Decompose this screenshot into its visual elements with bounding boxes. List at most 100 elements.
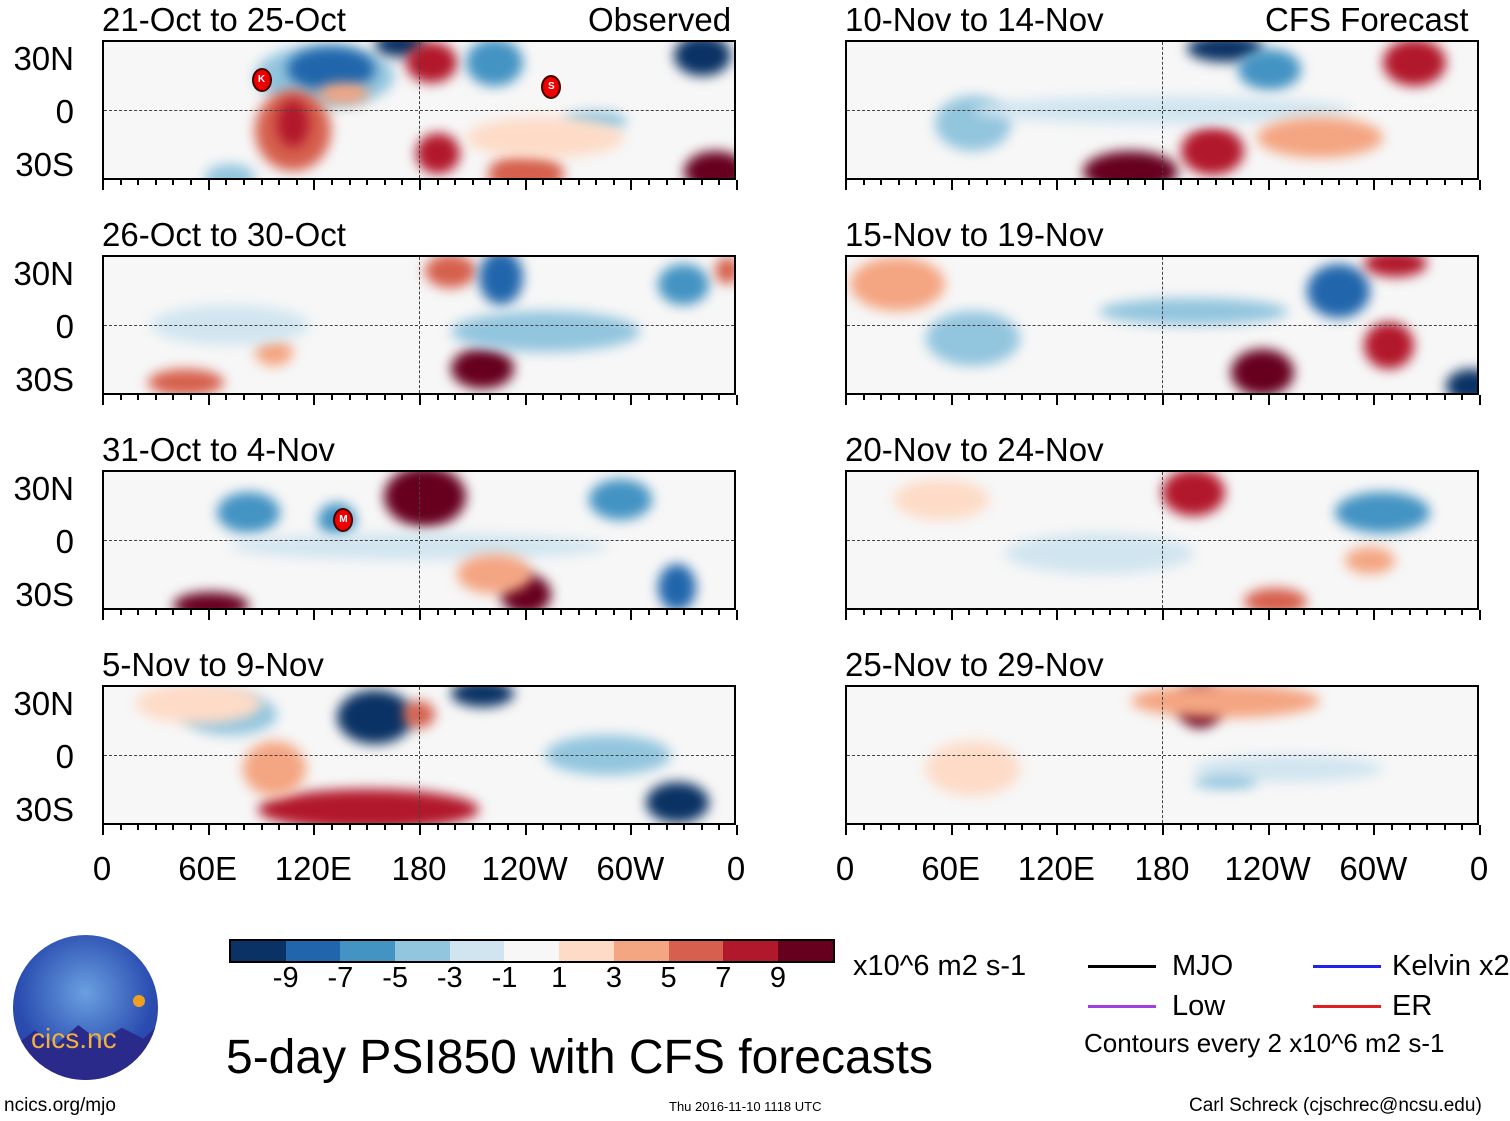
tick	[172, 610, 175, 615]
tick	[454, 395, 457, 400]
tick	[595, 825, 598, 830]
tick	[1162, 825, 1164, 835]
tick	[154, 610, 157, 615]
legend-er: ER	[1392, 990, 1433, 1022]
anomaly-contour	[478, 257, 523, 305]
panel-title: 15-Nov to 19-Nov	[845, 216, 1104, 253]
tick	[1126, 610, 1129, 615]
anomaly-contour	[850, 257, 945, 312]
tick	[1197, 610, 1200, 615]
tick	[968, 180, 971, 185]
tick	[1408, 395, 1411, 400]
tick	[102, 610, 104, 620]
tick	[736, 395, 738, 405]
tick	[915, 610, 918, 615]
tick	[736, 180, 738, 190]
lon-label: 180	[391, 850, 447, 887]
anomaly-contour	[683, 150, 734, 178]
lon-label: 0	[726, 850, 746, 887]
tick	[242, 610, 245, 615]
tick	[1038, 825, 1041, 830]
lat-label: 0	[55, 738, 74, 775]
tick	[736, 610, 738, 620]
tick	[647, 395, 650, 400]
anomaly-contour	[589, 478, 653, 520]
colorbar-label: -1	[491, 962, 518, 994]
colorbar-swatch	[723, 941, 778, 961]
tick	[559, 825, 562, 830]
tick	[436, 825, 439, 830]
tick	[718, 825, 721, 830]
tick	[1109, 610, 1112, 615]
tick	[1426, 825, 1429, 830]
tick	[295, 180, 298, 185]
tick	[1302, 395, 1305, 400]
tick	[225, 180, 228, 185]
lon-label: 60W	[1339, 850, 1408, 887]
tick	[1461, 395, 1464, 400]
tick	[436, 180, 439, 185]
tick	[968, 610, 971, 615]
tick	[1250, 825, 1253, 830]
tick	[1038, 610, 1041, 615]
anomaly-contour	[1162, 472, 1225, 517]
tick	[524, 825, 527, 835]
tick	[647, 180, 650, 185]
tick	[1021, 395, 1024, 400]
tick	[1373, 610, 1376, 620]
tick	[985, 180, 988, 185]
tick	[630, 395, 633, 405]
map-panel-L2: M	[102, 470, 736, 610]
anomaly-contour	[415, 133, 460, 174]
tick	[683, 610, 686, 615]
storm-marker[interactable]: M	[333, 507, 354, 532]
footer-url[interactable]: ncics.org/mjo	[4, 1095, 116, 1116]
tick	[665, 610, 668, 615]
tick	[559, 395, 562, 400]
anomaly-contour	[425, 257, 476, 288]
lon-label: 60W	[596, 850, 665, 887]
tick	[225, 395, 228, 400]
tick	[1126, 180, 1129, 185]
tick	[968, 825, 971, 830]
tick	[119, 395, 122, 400]
tick	[137, 180, 140, 185]
anomaly-contour	[1180, 127, 1244, 175]
colorbar-swatch	[231, 941, 286, 961]
tick	[1267, 825, 1270, 835]
tick	[1179, 825, 1182, 830]
anomaly-contour	[450, 311, 640, 353]
tick	[933, 180, 936, 185]
lat-label: 30N	[13, 40, 74, 77]
map-panel-L1	[102, 255, 736, 395]
tick	[1390, 395, 1393, 400]
panel-title: 25-Nov to 29-Nov	[845, 646, 1104, 683]
footer-author: Carl Schreck (cjschrec@ncsu.edu)	[1189, 1095, 1482, 1116]
tick	[242, 395, 245, 400]
observed-label: Observed	[588, 1, 732, 38]
tick	[1302, 180, 1305, 185]
tick	[524, 180, 527, 190]
tick	[278, 395, 281, 400]
er-line-swatch	[1313, 1005, 1381, 1008]
storm-marker[interactable]: K	[251, 68, 272, 93]
storm-marker[interactable]: S	[541, 74, 562, 99]
tick	[968, 395, 971, 400]
anomaly-contour	[1193, 775, 1257, 789]
lat-label: 30N	[13, 685, 74, 722]
colorbar-swatch	[395, 941, 450, 961]
anomaly-contour	[1083, 150, 1178, 178]
tick	[172, 395, 175, 400]
tick	[700, 395, 703, 400]
tick	[454, 825, 457, 830]
dateline	[419, 687, 420, 823]
map-panel-R3	[845, 685, 1479, 825]
anomaly-contour	[466, 116, 624, 158]
tick	[862, 395, 865, 400]
tick	[137, 825, 140, 830]
tick	[612, 180, 615, 185]
tick	[700, 610, 703, 615]
anomaly-contour	[1344, 546, 1396, 574]
tick	[1267, 180, 1270, 190]
low-line-swatch	[1088, 1005, 1156, 1008]
